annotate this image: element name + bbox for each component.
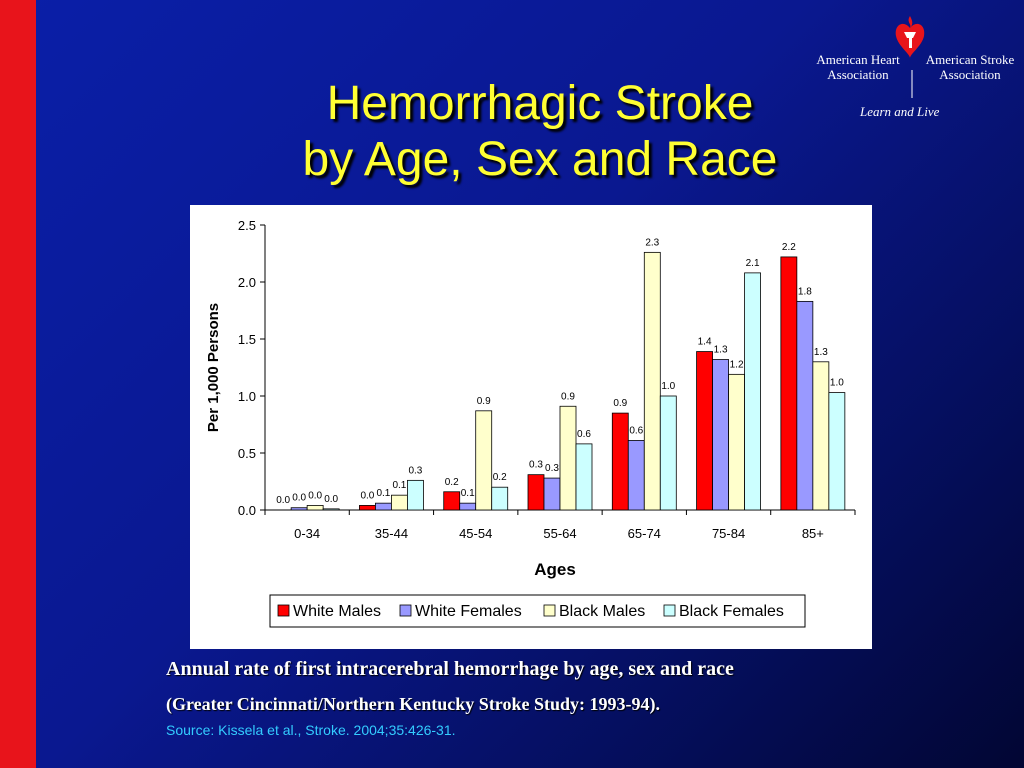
data-label: 0.9 [477, 396, 491, 407]
slide-title-line1: Hemorrhagic Stroke [326, 77, 754, 130]
x-tick-label: 45-54 [459, 526, 492, 541]
y-tick-label: 1.5 [238, 332, 256, 347]
bar [812, 361, 830, 511]
legend-swatch [399, 604, 412, 617]
bar [375, 502, 392, 511]
data-label: 0.6 [629, 425, 643, 436]
legend-label: White Females [415, 603, 522, 620]
x-tick-label: 0-34 [294, 526, 320, 541]
data-label: 0.0 [308, 490, 322, 501]
bar [559, 405, 577, 511]
slide-title-line2: by Age, Sex and Race [302, 133, 778, 186]
data-label: 0.1 [461, 488, 475, 499]
x-tick-label: 35-44 [375, 526, 408, 541]
y-tick-label: 2.5 [238, 218, 256, 233]
data-label: 0.0 [324, 494, 338, 505]
bar [290, 507, 308, 511]
bar [780, 256, 798, 511]
bar [643, 251, 661, 511]
data-label: 0.0 [360, 490, 374, 501]
bar [744, 272, 761, 511]
legend-swatch [663, 604, 676, 617]
chart-panel: 0.0 0.5 1.0 1.5 2.0 2.5 0-34 0.0 0.0 0.0 0.0 35-44 0… [190, 205, 872, 649]
logo-asa-name: American Stroke Association [925, 52, 1015, 82]
y-tick-label: 2.0 [238, 275, 256, 290]
x-tick-label: 55-64 [543, 526, 576, 541]
data-label: 1.4 [698, 337, 712, 348]
source-citation: Source: Kissela et al., Stroke. 2004;35:… [166, 722, 456, 738]
bar [306, 505, 324, 511]
legend-swatch [277, 604, 290, 617]
data-label: 1.8 [798, 286, 812, 297]
y-tick-label: 1.0 [238, 389, 256, 404]
accent-bar [0, 0, 36, 768]
y-axis-title: Per 1,000 Persons [205, 303, 222, 432]
logo-tagline: Learn and Live [860, 104, 940, 119]
heart-torch-icon [895, 16, 925, 98]
x-tick-label: 75-84 [712, 526, 745, 541]
data-label: 2.1 [746, 258, 760, 269]
x-axis-title: Ages [534, 560, 576, 579]
bar [443, 491, 461, 511]
legend-label: White Males [293, 603, 381, 620]
data-label: 0.3 [408, 465, 422, 476]
bar [828, 392, 846, 511]
data-label: 0.2 [493, 472, 507, 483]
bar [796, 300, 814, 511]
x-tick-label: 65-74 [628, 526, 661, 541]
bar [543, 477, 561, 511]
data-label: 0.0 [292, 493, 306, 504]
data-label: 0.0 [276, 495, 290, 506]
bar [712, 359, 729, 511]
data-label: 0.3 [529, 460, 543, 471]
legend-box [269, 594, 806, 628]
data-label: 2.3 [645, 237, 659, 248]
y-tick-label: 0.5 [238, 446, 256, 461]
y-tick-label: 0.0 [238, 503, 256, 518]
bar [491, 486, 509, 511]
data-label: 0.9 [613, 398, 627, 409]
bar [322, 508, 340, 511]
data-label: 0.1 [392, 480, 406, 491]
caption-line2: (Greater Cincinnati/Northern Kentucky St… [166, 694, 660, 714]
data-label: 2.2 [782, 242, 796, 253]
data-label: 0.9 [561, 391, 575, 402]
bar [359, 505, 376, 511]
legend-swatch [543, 604, 556, 617]
bar [728, 373, 745, 511]
data-label: 1.3 [814, 347, 828, 358]
data-label: 1.0 [830, 378, 844, 389]
legend-label: Black Males [559, 603, 645, 620]
bar [527, 474, 545, 511]
legend-label: Black Females [679, 603, 784, 620]
bar [611, 412, 629, 511]
bar [475, 410, 493, 511]
bar [696, 351, 713, 511]
bar [407, 479, 424, 511]
data-label: 1.0 [661, 381, 675, 392]
bar [575, 443, 593, 511]
bar [659, 395, 677, 511]
bar [459, 502, 477, 511]
data-label: 0.3 [545, 463, 559, 474]
data-label: 1.3 [714, 345, 728, 356]
data-label: 0.2 [445, 477, 459, 488]
data-label: 0.1 [376, 488, 390, 499]
bar-chart: 0.00.51.01.52.02.50-340.0 0.0 0.0 0.035-440… [205, 218, 856, 628]
bar [627, 440, 645, 511]
x-tick-label: 85+ [802, 526, 824, 541]
caption-line1: Annual rate of first intracerebral hemor… [166, 658, 734, 680]
logo-aha-name: American Heart Association [816, 52, 900, 82]
bar [391, 494, 408, 511]
data-label: 0.6 [577, 429, 591, 440]
data-label: 1.2 [730, 359, 744, 370]
